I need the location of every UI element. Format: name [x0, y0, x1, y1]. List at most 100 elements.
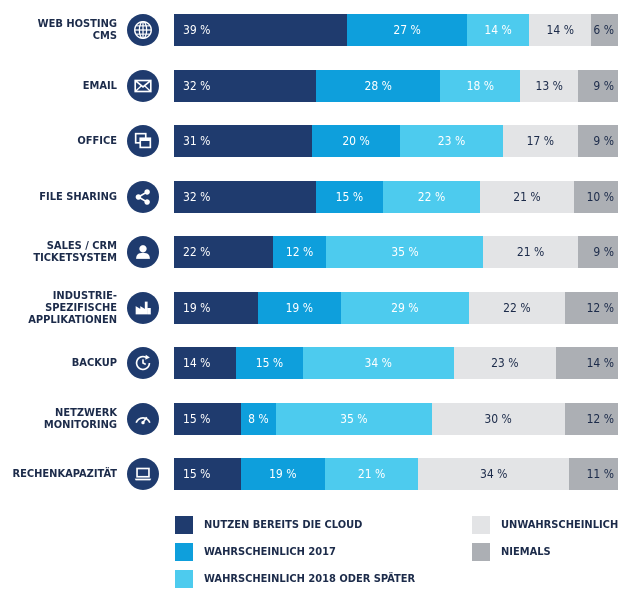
- gauge-icon: [127, 402, 159, 435]
- bar-segment: 30 %: [431, 402, 565, 435]
- data-label: 32 %: [183, 78, 211, 93]
- bar-segment: 20 %: [311, 125, 401, 157]
- data-label: 12 %: [586, 300, 614, 315]
- data-label: 13 %: [535, 78, 563, 93]
- envelope-icon: [127, 69, 159, 102]
- bar-segment: 31 %: [174, 125, 312, 157]
- legend-label: NIEMALS: [501, 545, 551, 558]
- legend-swatch: [175, 543, 193, 561]
- data-label: 18 %: [466, 78, 495, 93]
- data-label: 11 %: [586, 467, 614, 481]
- category-label: INDUSTRIE- SPEZIFISCHE APPLIKATIONEN: [28, 288, 117, 326]
- data-label: 14 %: [586, 356, 614, 370]
- data-label: 21 %: [357, 467, 386, 481]
- bar-segment: 34 %: [302, 347, 454, 379]
- bar-segment: 39 %: [174, 14, 348, 46]
- data-label: 17 %: [526, 134, 554, 148]
- data-label: 35 %: [391, 245, 419, 259]
- chart-row: WEB HOSTING CMS 39 % 27 % 14 % 14 % 6 %: [0, 14, 631, 46]
- bar-segment: 29 %: [341, 291, 469, 324]
- bar-segment: 12 %: [272, 236, 327, 268]
- bar-segment: 32 %: [174, 180, 317, 213]
- bar-segment: 19 %: [257, 291, 342, 324]
- stacked-bar: 15 % 19 % 21 % 34 % 11 %: [174, 458, 618, 490]
- bar-segment: 35 %: [276, 402, 432, 435]
- data-label: 19 %: [285, 300, 313, 315]
- category-label: OFFICE: [77, 134, 117, 147]
- category-label: SALES / CRM TICKETSYSTEM: [33, 239, 117, 264]
- data-label: 14 %: [183, 356, 211, 370]
- legend-label: NUTZEN BEREITS DIE CLOUD: [204, 518, 363, 531]
- bar-segment: 11 %: [569, 458, 618, 490]
- bar-segment: 32 %: [174, 69, 317, 102]
- bar-segment: 12 %: [564, 402, 618, 435]
- data-label: 23 %: [491, 356, 519, 370]
- bar-segment: 21 %: [324, 458, 419, 490]
- data-label: 34 %: [364, 356, 392, 370]
- bar-segment: 19 %: [174, 291, 258, 324]
- category-label: BACKUP: [71, 356, 117, 369]
- chart-row: SALES / CRM TICKETSYSTEM 22 % 12 % 35 % 21 %…: [0, 236, 631, 268]
- bar-segment: 23 %: [453, 347, 556, 379]
- category-label: RECHENKAPAZITÄT: [12, 467, 117, 480]
- chart-row: NETZWERK MONITORING 15 % 8 % 35 % 30 % 12 %: [0, 402, 631, 435]
- stacked-bar: 39 % 27 % 14 % 14 % 6 %: [174, 14, 618, 46]
- category-label: WEB HOSTING CMS: [37, 17, 117, 42]
- data-label: 19 %: [183, 300, 211, 315]
- office-windows-icon: [127, 125, 159, 157]
- data-label: 9 %: [593, 78, 614, 93]
- bar-segment: 13 %: [520, 69, 579, 102]
- data-label: 14 %: [484, 23, 512, 37]
- stacked-bar-chart: WEB HOSTING CMS 39 % 27 % 14 % 14 % 6 % EMAIL 3…: [0, 14, 631, 490]
- bar-segment: 8 %: [240, 402, 277, 435]
- data-label: 39 %: [183, 23, 211, 37]
- stacked-bar: 19 % 19 % 29 % 22 % 12 %: [174, 291, 618, 324]
- user-icon: [127, 236, 159, 268]
- laptop-icon: [127, 458, 159, 490]
- data-label: 32 %: [183, 189, 211, 204]
- share-icon: [127, 180, 159, 213]
- stacked-bar: 15 % 8 % 35 % 30 % 12 %: [174, 402, 618, 435]
- data-label: 30 %: [484, 411, 512, 426]
- data-label: 9 %: [593, 134, 614, 148]
- bar-segment: 21 %: [483, 236, 578, 268]
- legend-swatch: [175, 516, 193, 534]
- data-label: 15 %: [335, 189, 364, 204]
- bar-segment: 14 %: [467, 14, 530, 46]
- stacked-bar: 14 % 15 % 34 % 23 % 14 %: [174, 347, 618, 379]
- data-label: 21 %: [513, 189, 541, 204]
- data-label: 6 %: [593, 23, 614, 37]
- category-label: FILE SHARING: [39, 189, 117, 203]
- chart-row: EMAIL 32 % 28 % 18 % 13 % 9 %: [0, 69, 631, 102]
- bar-segment: 34 %: [418, 458, 570, 490]
- legend-label: WAHRSCHEINLICH 2018 ODER SPÄTER: [204, 572, 416, 585]
- data-label: 27 %: [393, 23, 421, 37]
- bar-segment: 15 %: [174, 458, 241, 490]
- data-label: 31 %: [183, 134, 211, 148]
- data-label: 9 %: [593, 245, 614, 259]
- data-label: 12 %: [285, 245, 314, 259]
- bar-segment: 17 %: [502, 125, 579, 157]
- data-label: 28 %: [364, 78, 392, 93]
- globe-icon: [127, 14, 159, 46]
- chart-row: BACKUP 14 % 15 % 34 % 23 % 14 %: [0, 347, 631, 379]
- chart-row: RECHENKAPAZITÄT 15 % 19 % 21 % 34 % 11 %: [0, 458, 631, 490]
- bar-segment: 12 %: [565, 291, 618, 324]
- legend-label: UNWAHRSCHEINLICH: [501, 518, 619, 531]
- data-label: 12 %: [586, 411, 614, 426]
- data-label: 15 %: [183, 411, 211, 426]
- bar-segment: 6 %: [591, 14, 618, 46]
- bar-segment: 27 %: [347, 14, 468, 46]
- category-label: NETZWERK MONITORING: [43, 405, 117, 431]
- bar-segment: 14 %: [174, 347, 237, 379]
- bar-segment: 19 %: [240, 458, 325, 490]
- stacked-bar: 31 % 20 % 23 % 17 % 9 %: [174, 125, 618, 157]
- data-label: 8 %: [248, 411, 269, 426]
- bar-segment: 23 %: [400, 125, 503, 157]
- stacked-bar: 22 % 12 % 35 % 21 % 9 %: [174, 236, 618, 268]
- bar-segment: 9 %: [578, 125, 618, 157]
- data-label: 22 %: [183, 245, 211, 259]
- bar-segment: 14 %: [555, 347, 618, 379]
- chart-row: FILE SHARING 32 % 15 % 22 % 21 % 10 %: [0, 180, 631, 213]
- bar-segment: 35 %: [326, 236, 484, 268]
